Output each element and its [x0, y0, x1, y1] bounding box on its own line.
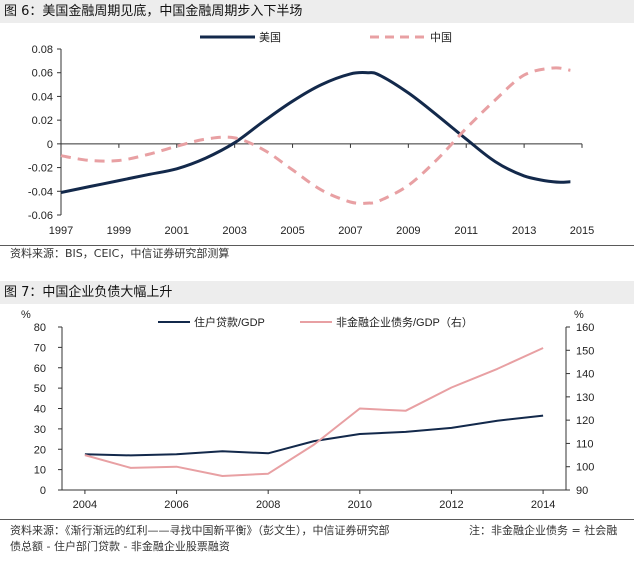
y-tick-label: 0 [47, 139, 53, 151]
right-tick-label: 150 [576, 345, 594, 357]
x-tick-label: 2014 [531, 499, 555, 511]
x-tick-label: 2003 [222, 225, 246, 237]
right-tick-label: 110 [576, 438, 594, 450]
right-axis-unit: % [574, 309, 584, 321]
y-tick-label: -0.04 [28, 186, 53, 198]
figure-6-divider [0, 245, 634, 246]
left-tick-label: 70 [34, 342, 46, 354]
x-tick-label: 2012 [439, 499, 463, 511]
y-tick-label: 0.02 [32, 115, 53, 127]
x-tick-label: 2009 [396, 225, 420, 237]
left-axis-unit: % [21, 309, 31, 321]
legend-label-us: 美国 [259, 31, 281, 44]
left-tick-label: 40 [34, 404, 46, 416]
figure-7-source-line2: 债总额 - 住户部门贷款 - 非金融企业股票融资 [10, 540, 230, 553]
right-tick-label: 120 [576, 415, 594, 427]
series-line-household-loans [84, 414, 544, 457]
x-tick-label: 2008 [256, 499, 280, 511]
x-tick-label: 2013 [512, 225, 536, 237]
x-tick-label: 1999 [107, 225, 131, 237]
left-tick-label: 20 [34, 444, 46, 456]
y-tick-label: 0.04 [32, 91, 53, 103]
x-tick-label: 2015 [570, 225, 594, 237]
x-tick-label: 2010 [348, 499, 372, 511]
figure-7-title: 图 7：中国企业负债大幅上升 [0, 281, 634, 304]
right-tick-label: 140 [576, 369, 594, 381]
x-tick-label: 2006 [164, 499, 188, 511]
series-line-china [60, 66, 571, 205]
x-tick-label: 2007 [338, 225, 362, 237]
right-tick-label: 90 [576, 485, 588, 497]
y-tick-label: 0.06 [32, 68, 53, 80]
figure-7-source-line1: 资料来源：《渐行渐远的红利——寻找中国新平衡》（彭文生），中信证券研究部 [10, 524, 390, 537]
x-tick-label: 2011 [454, 225, 478, 237]
right-tick-label: 100 [576, 462, 594, 474]
legend-label-corporate-debt: 非金融企业债务/GDP（右） [336, 315, 473, 329]
x-tick-label: 2001 [165, 225, 189, 237]
left-tick-label: 50 [34, 383, 46, 395]
figure-6-source: 资料来源：BIS，CEIC，中信证券研究部测算 [10, 247, 230, 260]
left-tick-label: 0 [40, 485, 46, 497]
legend-label-china: 中国 [430, 31, 452, 44]
y-tick-label: -0.02 [28, 163, 53, 175]
left-tick-label: 10 [34, 465, 46, 477]
right-tick-label: 160 [576, 322, 594, 334]
series-line-corporate-debt [84, 347, 544, 477]
x-tick-label: 2004 [73, 499, 97, 511]
left-tick-label: 30 [34, 424, 46, 436]
right-tick-label: 130 [576, 392, 594, 404]
x-tick-label: 1997 [49, 225, 73, 237]
x-tick-label: 2005 [280, 225, 304, 237]
y-tick-label: 0.08 [32, 44, 53, 56]
y-tick-label: -0.06 [28, 210, 53, 222]
left-tick-label: 80 [34, 322, 46, 334]
chart-corporate-debt: % %80706050403020100160150140130120110100… [21, 309, 594, 511]
series-line-us [60, 70, 571, 194]
chart-financial-cycle: 0.08 0.06 0.04 0.02 0 -0.02 -0.04 -0.06 1997 1999… [28, 31, 594, 237]
figure-6-title: 图 6：美国金融周期见底，中国金融周期步入下半场 [0, 0, 634, 23]
figure-7-divider [0, 519, 634, 520]
left-tick-label: 60 [34, 363, 46, 375]
figure-7-note: 注：非金融企业债务 = 社会融 [469, 524, 618, 537]
legend-label-household-loans: 住户贷款/GDP [194, 315, 265, 329]
